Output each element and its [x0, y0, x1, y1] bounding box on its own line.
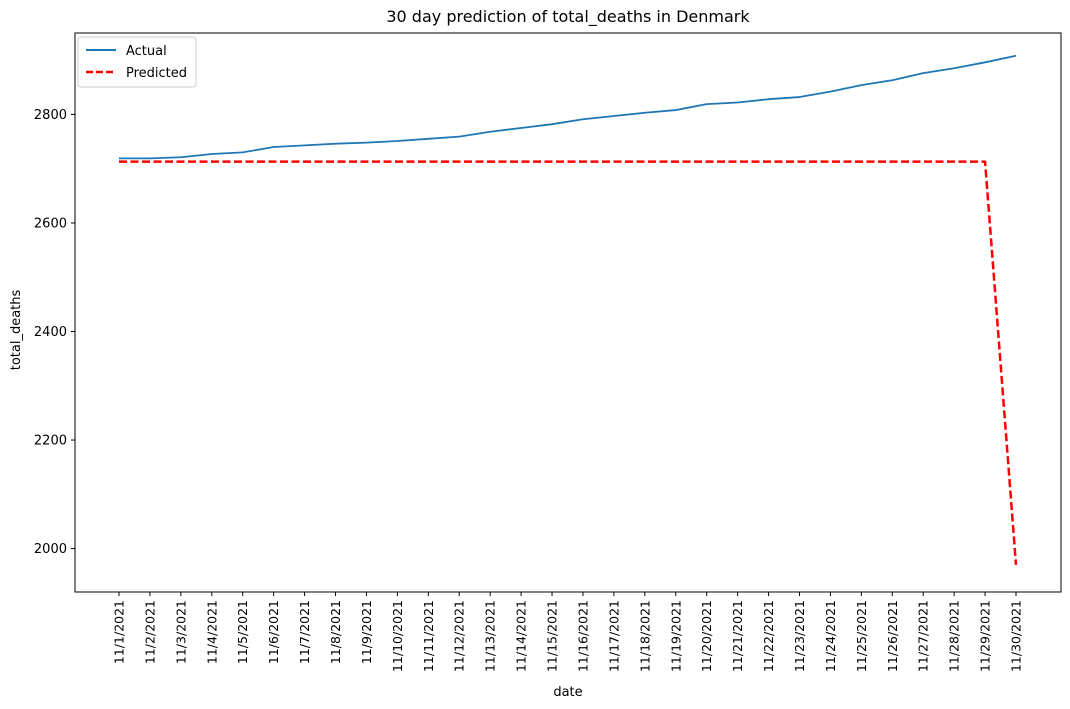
- plot-area: 2000 2200 2400 2600 2800 11/1/2021 11/2/2021 11…: [34, 32, 1062, 672]
- legend-label-predicted: Predicted: [126, 66, 187, 81]
- x-tick-label: 11/11/2021: [421, 600, 436, 672]
- legend-label-actual: Actual: [126, 44, 167, 59]
- x-tick-label: 11/29/2021: [978, 600, 993, 672]
- x-tick-label: 11/9/2021: [359, 600, 374, 664]
- x-tick-label: 11/25/2021: [854, 600, 869, 672]
- series-line-actual: [119, 54, 1017, 160]
- axes-frame: [74, 32, 1062, 593]
- series-line-predicted: [119, 160, 1018, 565]
- x-tick-label: 11/13/2021: [483, 600, 498, 672]
- x-tick-label: 11/16/2021: [575, 600, 590, 672]
- x-tick-label: 11/17/2021: [606, 600, 621, 672]
- x-tick-label: 11/19/2021: [668, 600, 683, 672]
- y-tick-label: 2400: [34, 325, 67, 340]
- x-tick-label: 11/10/2021: [390, 600, 405, 672]
- y-tick-label: 2800: [34, 108, 67, 123]
- x-tick-label: 11/14/2021: [514, 600, 529, 672]
- x-tick-label: 11/8/2021: [328, 600, 343, 664]
- x-tick-label: 11/18/2021: [637, 600, 652, 672]
- x-tick-label: 11/6/2021: [266, 600, 281, 664]
- x-tick-label: 11/28/2021: [947, 600, 962, 672]
- x-tick-label: 11/22/2021: [761, 600, 776, 672]
- x-tick-label: 11/4/2021: [204, 600, 219, 664]
- y-tick-label: 2000: [34, 542, 67, 557]
- x-tick-label: 11/12/2021: [452, 600, 467, 672]
- x-tick-label: 11/7/2021: [297, 600, 312, 664]
- y-axis-label: total_deaths: [9, 290, 24, 371]
- x-tick-label: 11/5/2021: [235, 600, 250, 664]
- y-tick-label: 2600: [34, 216, 67, 231]
- chart-title: 30 day prediction of total_deaths in Den…: [386, 7, 750, 27]
- x-tick-label: 11/2/2021: [142, 600, 157, 664]
- x-tick-label: 11/26/2021: [885, 600, 900, 672]
- x-tick-label: 11/15/2021: [545, 600, 560, 672]
- legend: Actual Predicted: [77, 36, 197, 88]
- x-tick-label: 11/30/2021: [1009, 600, 1024, 672]
- x-tick-label: 11/24/2021: [823, 600, 838, 672]
- x-tick-label: 11/21/2021: [730, 600, 745, 672]
- x-tick-label: 11/1/2021: [112, 600, 127, 664]
- x-tick-label: 11/23/2021: [792, 600, 807, 672]
- x-tick-label: 11/20/2021: [699, 600, 714, 672]
- x-tick-label: 11/27/2021: [916, 600, 931, 672]
- x-axis-label: date: [553, 685, 582, 700]
- y-tick-label: 2200: [34, 434, 67, 449]
- x-tick-label: 11/3/2021: [173, 600, 188, 664]
